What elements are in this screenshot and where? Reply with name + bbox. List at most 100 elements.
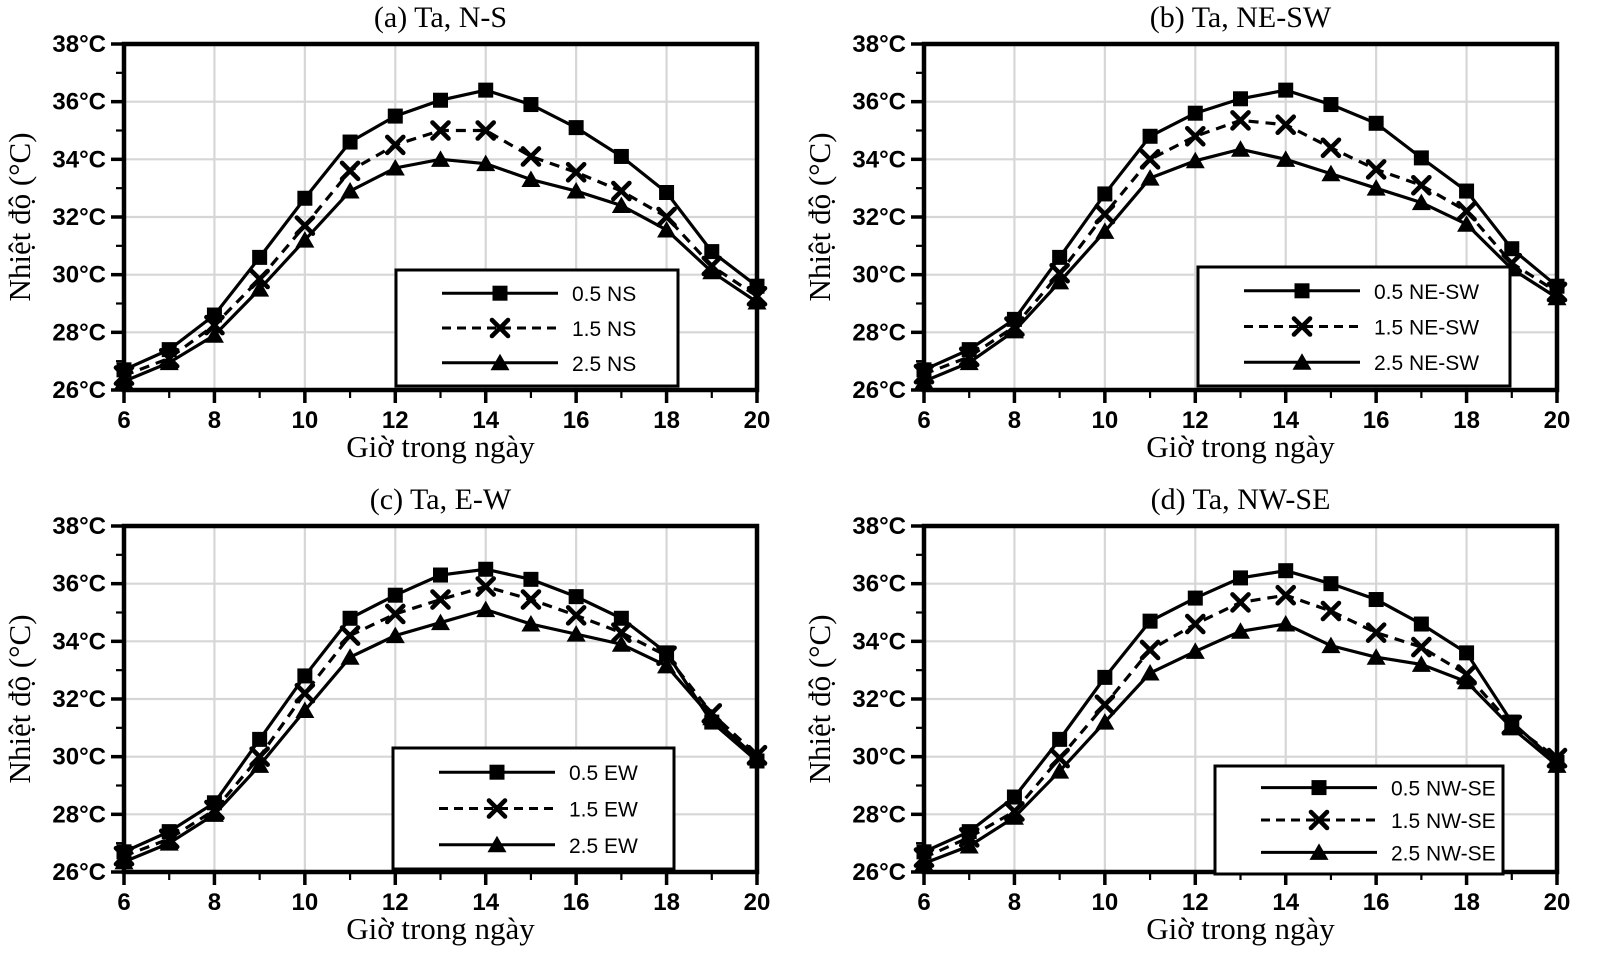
marker-triangle	[431, 613, 450, 631]
y-tick-label: 34°C	[52, 628, 106, 655]
marker-square	[1323, 97, 1339, 113]
x-tick-label: 20	[744, 407, 771, 434]
marker-square	[297, 668, 313, 684]
y-tick-label: 28°C	[852, 801, 906, 828]
marker-square	[1504, 241, 1520, 257]
marker-triangle	[1276, 615, 1296, 632]
marker-triangle	[385, 158, 405, 176]
tick-labels: 26°C 28°C 30°C 32°C 34°C 36°C 38°C 6 8 10 12 14 16 18…	[52, 31, 770, 434]
legend-entry: 1.5 NE-SW	[1244, 316, 1479, 340]
marker-x	[565, 162, 587, 183]
marker-x	[565, 605, 587, 626]
marker-triangle	[1050, 272, 1070, 290]
marker-triangle	[657, 656, 677, 674]
y-tick-label: 36°C	[852, 89, 906, 116]
marker-x	[1291, 316, 1313, 337]
legend-entry: 0.5 NW-SE	[1261, 778, 1496, 801]
marker-square	[433, 92, 448, 108]
marker-triangle	[702, 708, 722, 726]
marker-triangle	[566, 182, 586, 199]
marker-triangle	[702, 262, 722, 280]
x-axis-label: Giờ trong ngày	[1146, 429, 1335, 464]
marker-square	[1294, 283, 1310, 299]
marker-triangle	[204, 805, 224, 822]
marker-square	[1187, 590, 1203, 606]
marker-triangle	[959, 353, 979, 371]
legend-label: 1.5 NW-SE	[1391, 810, 1496, 833]
chart-title: (c) Ta, E-W	[370, 483, 512, 516]
marker-x	[339, 160, 361, 182]
marker-square	[1142, 613, 1158, 629]
x-tick-label: 18	[1453, 889, 1480, 916]
marker-triangle	[1292, 353, 1312, 370]
x-tick-label: 8	[208, 889, 221, 916]
marker-triangle	[1547, 288, 1567, 306]
marker-x	[1411, 174, 1432, 196]
y-tick-label: 36°C	[852, 571, 906, 598]
marker-triangle	[114, 372, 134, 389]
marker-x	[1230, 110, 1251, 131]
marker-triangle	[1095, 222, 1115, 239]
marker-triangle	[431, 150, 450, 167]
marker-triangle	[1321, 636, 1341, 654]
marker-square	[297, 190, 313, 206]
marker-square	[1233, 570, 1248, 586]
marker-triangle	[521, 170, 541, 188]
tick-labels: 26°C 28°C 30°C 32°C 34°C 36°C 38°C 6 8 10 12 14 16 18…	[852, 31, 1570, 434]
marker-square	[1097, 669, 1113, 685]
tick-labels: 26°C 28°C 30°C 32°C 34°C 36°C 38°C 6 8 10 12 14 16 18…	[852, 513, 1570, 916]
x-tick-label: 12	[1182, 889, 1209, 916]
legend-label: 0.5 NW-SE	[1391, 778, 1496, 801]
marker-x	[1320, 137, 1342, 159]
legend-label: 1.5 EW	[569, 799, 638, 822]
x-tick-label: 14	[1272, 407, 1299, 434]
y-tick-label: 34°C	[852, 628, 906, 655]
marker-triangle	[1185, 642, 1205, 659]
marker-triangle	[490, 353, 510, 371]
marker-square	[1323, 576, 1339, 592]
marker-x	[1308, 809, 1330, 831]
legend-label: 2.5 NW-SE	[1391, 842, 1496, 865]
marker-triangle	[1366, 648, 1386, 665]
marker-triangle	[1231, 140, 1250, 157]
y-tick-label: 26°C	[52, 859, 106, 886]
marker-triangle	[487, 835, 507, 853]
marker-x	[475, 576, 497, 597]
legend-entry: 2.5 EW	[439, 835, 638, 858]
marker-triangle	[1050, 762, 1070, 779]
x-tick-label: 6	[117, 407, 130, 434]
marker-triangle	[611, 635, 631, 652]
marker-triangle	[1309, 843, 1329, 860]
x-tick-label: 16	[1363, 407, 1390, 434]
y-tick-label: 26°C	[52, 377, 106, 404]
legend-entry: 0.5 NE-SW	[1244, 281, 1479, 304]
marker-x	[1094, 694, 1116, 716]
marker-triangle	[521, 615, 541, 632]
x-axis-label: Giờ trong ngày	[346, 911, 535, 946]
legend-entry: 2.5 NE-SW	[1244, 352, 1479, 375]
series-1.5-ns	[113, 120, 768, 386]
marker-x	[1320, 600, 1342, 622]
marker-triangle	[204, 326, 224, 343]
marker-square	[1413, 616, 1429, 632]
y-tick-label: 32°C	[52, 686, 106, 713]
legend: 0.5 NE-SW 1.5 NE-SW 2.5 NE-SW	[1196, 265, 1512, 388]
marker-square	[489, 764, 505, 780]
marker-x	[1275, 114, 1297, 136]
marker-triangle	[914, 854, 934, 871]
y-tick-label: 28°C	[52, 319, 106, 346]
y-tick-label: 26°C	[852, 377, 906, 404]
marker-square	[523, 571, 539, 587]
chart-c: 26°C 28°C 30°C 32°C 34°C 36°C 38°C 6 8 10 12 14 16 18…	[2, 483, 770, 946]
marker-square	[1278, 82, 1294, 98]
panel-d: 26°C 28°C 30°C 32°C 34°C 36°C 38°C 6 8 10 12 14 16 18…	[800, 482, 1600, 964]
series-markers	[116, 82, 765, 378]
y-tick-label: 26°C	[852, 859, 906, 886]
marker-triangle	[566, 625, 586, 642]
axis-ticks	[111, 42, 759, 403]
marker-square	[478, 561, 494, 577]
marker-square	[568, 120, 584, 136]
marker-x	[656, 206, 677, 228]
marker-square	[1187, 105, 1203, 121]
